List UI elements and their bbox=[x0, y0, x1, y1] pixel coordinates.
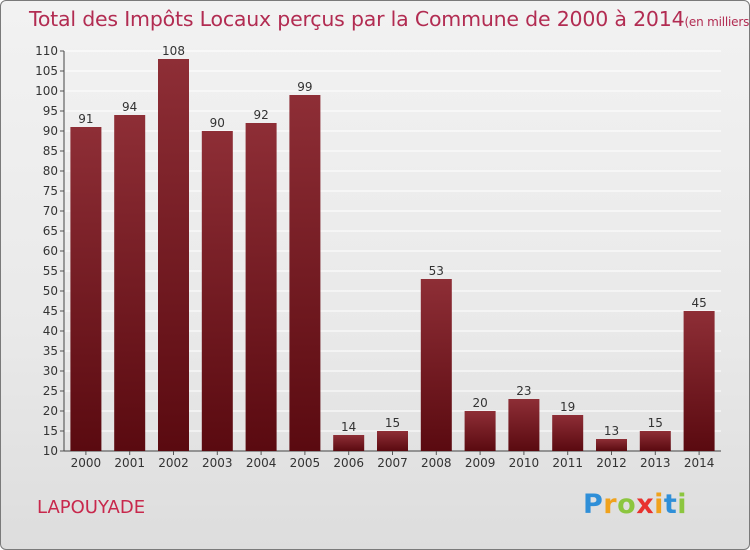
x-tick-label: 2005 bbox=[290, 456, 321, 470]
town-name: LAPOUYADE bbox=[37, 497, 146, 518]
chart-title: Total des Impôts Locaux perçus par la Co… bbox=[29, 7, 750, 31]
y-tick-label: 95 bbox=[43, 104, 58, 118]
data-label: 14 bbox=[341, 420, 356, 434]
y-tick-label: 75 bbox=[43, 184, 58, 198]
data-label: 53 bbox=[429, 264, 444, 278]
x-tick-label: 2007 bbox=[377, 456, 408, 470]
x-tick-label: 2001 bbox=[114, 456, 145, 470]
bar bbox=[420, 279, 452, 451]
bar bbox=[201, 131, 233, 451]
y-tick-label: 105 bbox=[35, 64, 58, 78]
x-tick-label: 2002 bbox=[158, 456, 189, 470]
proxiti-logo: Proxiti bbox=[583, 489, 687, 520]
x-tick-label: 2011 bbox=[552, 456, 583, 470]
bar bbox=[639, 431, 671, 451]
bar bbox=[683, 311, 715, 451]
y-tick-label: 30 bbox=[43, 364, 58, 378]
data-label: 13 bbox=[604, 424, 619, 438]
bar bbox=[289, 95, 321, 451]
bar bbox=[552, 415, 584, 451]
logo-letter: r bbox=[603, 489, 618, 520]
y-tick-label: 80 bbox=[43, 164, 58, 178]
x-tick-label: 2004 bbox=[246, 456, 277, 470]
logo-letter: i bbox=[654, 489, 664, 520]
data-label: 45 bbox=[691, 296, 706, 310]
y-tick-label: 90 bbox=[43, 124, 58, 138]
data-label: 19 bbox=[560, 400, 575, 414]
bar bbox=[114, 115, 146, 451]
bar bbox=[158, 59, 189, 451]
y-tick-label: 60 bbox=[43, 244, 58, 258]
bar bbox=[245, 123, 277, 451]
data-label: 15 bbox=[385, 416, 400, 430]
x-tick-label: 2014 bbox=[684, 456, 715, 470]
data-label: 15 bbox=[648, 416, 663, 430]
y-tick-label: 10 bbox=[43, 444, 58, 458]
logo-letter: i bbox=[677, 489, 688, 520]
x-tick-label: 2006 bbox=[333, 456, 364, 470]
data-label: 92 bbox=[253, 108, 268, 122]
data-label: 20 bbox=[472, 396, 487, 410]
x-tick-label: 2003 bbox=[202, 456, 233, 470]
x-tick-label: 2010 bbox=[509, 456, 540, 470]
y-tick-label: 65 bbox=[43, 224, 58, 238]
data-label: 91 bbox=[78, 112, 93, 126]
logo-letter: P bbox=[583, 489, 604, 520]
x-tick-label: 2008 bbox=[421, 456, 452, 470]
chart-title-main: Total des Impôts Locaux perçus par la Co… bbox=[29, 7, 685, 31]
y-tick-label: 25 bbox=[43, 384, 58, 398]
x-tick-label: 2012 bbox=[596, 456, 627, 470]
y-tick-label: 40 bbox=[43, 324, 58, 338]
data-label: 94 bbox=[122, 100, 137, 114]
data-label: 108 bbox=[162, 44, 185, 58]
bar bbox=[377, 431, 408, 451]
data-label: 99 bbox=[297, 80, 312, 94]
y-tick-label: 70 bbox=[43, 204, 58, 218]
data-label: 90 bbox=[210, 116, 225, 130]
y-tick-label: 35 bbox=[43, 344, 58, 358]
y-tick-label: 100 bbox=[35, 84, 58, 98]
y-tick-label: 45 bbox=[43, 304, 58, 318]
x-tick-label: 2000 bbox=[71, 456, 102, 470]
y-tick-label: 55 bbox=[43, 264, 58, 278]
bar bbox=[508, 399, 540, 451]
x-tick-label: 2009 bbox=[465, 456, 496, 470]
bar bbox=[70, 127, 102, 451]
bar bbox=[596, 439, 627, 451]
logo-letter: o bbox=[617, 489, 637, 520]
y-tick-label: 20 bbox=[43, 404, 58, 418]
x-tick-label: 2013 bbox=[640, 456, 671, 470]
bar bbox=[464, 411, 496, 451]
bar bbox=[333, 435, 365, 451]
y-tick-label: 85 bbox=[43, 144, 58, 158]
logo-letter: x bbox=[636, 489, 655, 520]
chart-title-unit: (en milliers d'€) bbox=[684, 15, 750, 29]
y-tick-label: 50 bbox=[43, 284, 58, 298]
logo-letter: t bbox=[663, 489, 678, 520]
data-label: 23 bbox=[516, 384, 531, 398]
y-tick-label: 110 bbox=[35, 44, 58, 58]
y-tick-label: 15 bbox=[43, 424, 58, 438]
